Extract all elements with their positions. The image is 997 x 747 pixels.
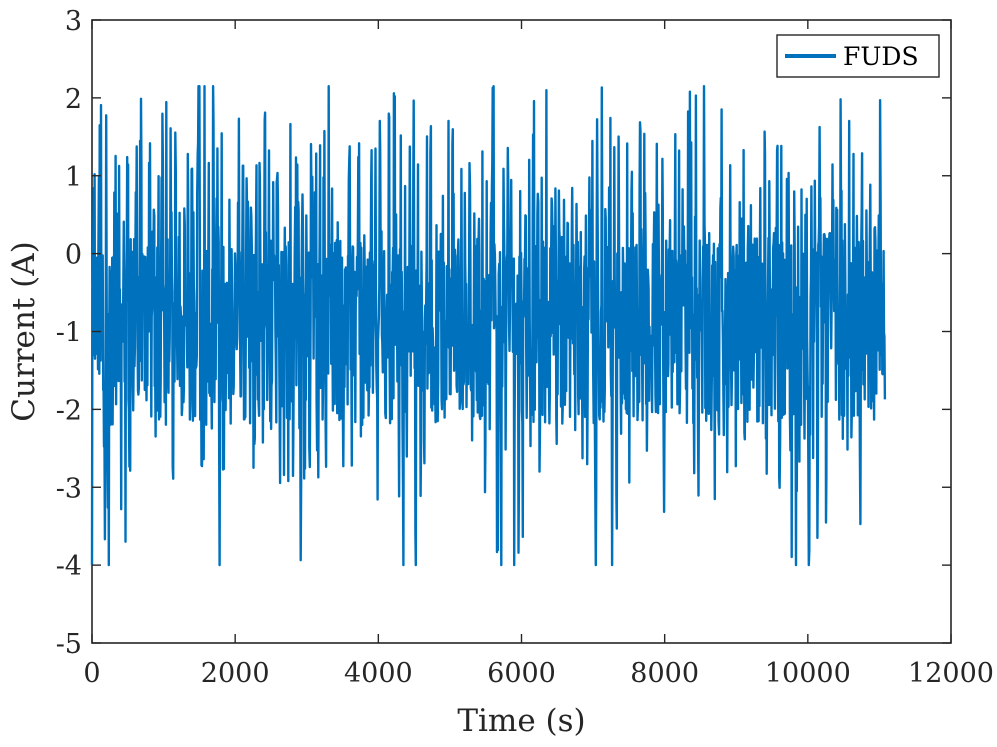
x-tick-label: 10000 [765,658,851,689]
y-tick-label: -4 [56,551,82,582]
x-tick-label: 12000 [908,658,994,689]
y-tick-label: -3 [56,473,82,504]
y-tick-label: 2 [65,84,82,115]
series-line-fuds [90,84,887,567]
x-tick-label: 4000 [344,658,413,689]
plot-area [90,19,952,644]
y-tick-label: -1 [56,318,82,349]
x-tick-label: 2000 [201,658,270,689]
x-axis-label: Time (s) [457,703,585,739]
y-axis-label: Current (A) [6,241,42,422]
y-tick-label: 3 [65,6,82,37]
x-tick-label: 6000 [487,658,556,689]
legend-label-fuds: FUDS [843,42,919,71]
x-tick-label: 0 [83,658,100,689]
y-tick-label: -5 [56,629,82,660]
y-tick-label: 1 [65,162,82,193]
series-layer [90,84,887,567]
y-tick-label: -2 [56,395,82,426]
x-axis: 0 2000 4000 6000 8000 10000 12000 [83,20,994,689]
x-tick-label: 8000 [630,658,699,689]
y-axis: -5 -4 -3 -2 -1 0 1 2 3 [56,6,951,660]
y-tick-label: 0 [65,240,82,271]
legend: FUDS [776,34,940,78]
